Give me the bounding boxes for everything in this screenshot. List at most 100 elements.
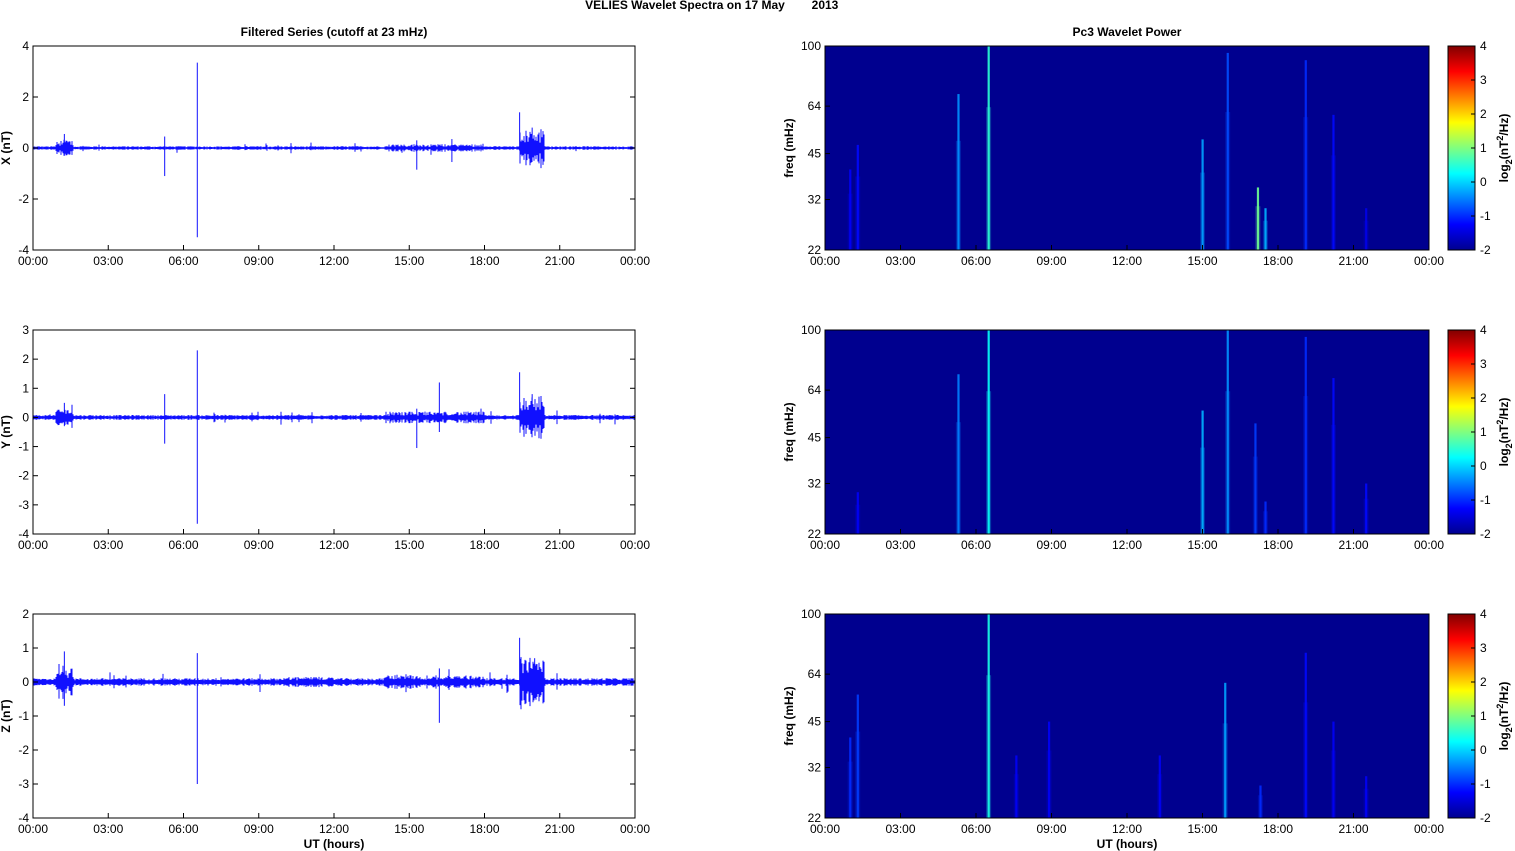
- x-power-power-streak: [849, 169, 852, 250]
- z-power-colorbar-label-part: (nT: [1497, 708, 1511, 727]
- z-power-colorbar-tick-label: -1: [1480, 777, 1491, 791]
- y-power-xtick-label: 18:00: [1263, 538, 1293, 552]
- z-series-xtick-label: 18:00: [469, 822, 499, 836]
- z-power-power-streak: [849, 737, 852, 818]
- z-power-xlabel: UT (hours): [1097, 837, 1158, 851]
- y-power-colorbar-label-part: /Hz): [1497, 398, 1511, 420]
- y-power-xtick-label: 15:00: [1187, 538, 1217, 552]
- z-power-power-streak: [1304, 652, 1307, 818]
- y-power-colorbar-label-part: 2: [1495, 420, 1505, 425]
- x-power-colorbar-label-part: 2: [1495, 136, 1505, 141]
- z-series-panel: -4 -3 -2 -1 0 1 2 00:00 03:00 06:00 09:00 12:00 15:0…: [0, 607, 650, 851]
- x-series-ytick-label: -2: [18, 192, 29, 206]
- z-series-xtick-label: 03:00: [93, 822, 123, 836]
- x-power-colorbar-label-part: (nT: [1497, 140, 1511, 159]
- z-series-ytick-label: 1: [22, 641, 29, 655]
- x-power-xtick-label: 18:00: [1263, 254, 1293, 268]
- y-power-colorbar-tick-label: -2: [1480, 527, 1491, 541]
- x-power-xtick-label: 00:00: [1414, 254, 1444, 268]
- x-power-power-streak-halo: [1303, 117, 1309, 250]
- x-power-colorbar-label-part: 2: [1504, 159, 1514, 164]
- y-power-power-streak-halo: [955, 422, 961, 534]
- x-power-xtick-label: 21:00: [1338, 254, 1368, 268]
- x-power-power-streak: [1201, 139, 1204, 250]
- z-series-ytick-label: -1: [18, 709, 29, 723]
- z-power-power-streak: [1047, 721, 1051, 818]
- y-power-colorbar-tick-label: 1: [1480, 425, 1487, 439]
- y-power-xtick-label: 12:00: [1112, 538, 1142, 552]
- z-power-power-streak-halo: [1222, 723, 1228, 818]
- y-power-ylabel: freq (mHz): [782, 402, 796, 461]
- x-power-colorbar-tick-label: 1: [1480, 141, 1487, 155]
- x-power-power-streak-halo: [1330, 155, 1336, 250]
- y-series-xtick-label: 09:00: [244, 538, 274, 552]
- x-power-xtick-label: 12:00: [1112, 254, 1142, 268]
- y-series-xtick-label: 00:00: [18, 538, 48, 552]
- x-power-colorbar: [1447, 45, 1476, 251]
- z-series-xtick-label: 21:00: [545, 822, 575, 836]
- x-series-panel: -4 -2 0 2 4 00:00 03:00 06:00 09:00 12:00 15:00 18:…: [0, 25, 650, 268]
- x-series-xtick-label: 00:00: [18, 254, 48, 268]
- x-series-title: Filtered Series (cutoff at 23 mHz): [241, 25, 428, 39]
- x-power-colorbar-label-part: log: [1497, 164, 1511, 182]
- x-series-xtick-label: 09:00: [244, 254, 274, 268]
- x-power-power-streak: [987, 46, 990, 250]
- x-power-ytick-label: 32: [808, 193, 822, 207]
- z-power-power-streak: [1332, 721, 1335, 818]
- z-series-ytick-label: -3: [18, 777, 29, 791]
- z-power-colorbar-tick-label: -2: [1480, 811, 1491, 825]
- y-series-ytick-label: -2: [18, 469, 29, 483]
- x-power-ytick-label: 45: [808, 147, 822, 161]
- y-power-ytick-label: 64: [808, 383, 822, 397]
- z-power-power-streak-halo: [1013, 774, 1019, 818]
- y-power-power-streak: [1304, 336, 1307, 534]
- z-power-ytick-label: 100: [801, 607, 821, 621]
- y-power-colorbar-label-part: 2: [1504, 443, 1514, 448]
- y-series-xtick-label: 06:00: [168, 538, 198, 552]
- z-power-power-streak-halo: [847, 761, 853, 818]
- x-power-power-streak: [1226, 52, 1229, 250]
- y-power-xtick-label: 09:00: [1036, 538, 1066, 552]
- x-power-colorbar-label: log2(nT2/Hz): [1495, 114, 1514, 183]
- y-series-ytick-label: -3: [18, 498, 29, 512]
- y-power-power-streak: [1365, 483, 1368, 534]
- z-power-ytick-label: 22: [808, 811, 822, 825]
- y-series-xtick-label: 03:00: [93, 538, 123, 552]
- z-power-colorbar-label-part: log: [1497, 732, 1511, 750]
- z-power-colorbar: [1447, 613, 1476, 819]
- x-power-power-streak: [1304, 60, 1307, 251]
- x-series-xtick-label: 12:00: [319, 254, 349, 268]
- x-power-colorbar-tick-label: -1: [1480, 209, 1491, 223]
- y-power-power-streak-halo: [1262, 511, 1268, 534]
- y-series-panel: -4 -3 -2 -1 0 1 2 3 00:00 03:00 06:00 09:00 12:00 15:…: [0, 323, 650, 552]
- y-power-power-streak-halo: [1303, 396, 1309, 534]
- y-power-colorbar-label-part: log: [1497, 448, 1511, 466]
- x-power-colorbar-tick-label: -2: [1480, 243, 1491, 257]
- y-power-xtick-label: 06:00: [961, 538, 991, 552]
- z-power-power-streak-halo: [1257, 795, 1263, 818]
- z-power-colorbar-tick-label: 3: [1480, 641, 1487, 655]
- z-power-xtick-label: 12:00: [1112, 822, 1142, 836]
- y-power-xtick-label: 00:00: [1414, 538, 1444, 552]
- z-power-power-streak-halo: [1157, 774, 1163, 818]
- x-power-power-streak-halo: [1262, 220, 1268, 250]
- y-series-ytick-label: -1: [18, 440, 29, 454]
- y-power-power-streak: [1201, 410, 1204, 534]
- y-power-power-streak-halo: [855, 504, 861, 534]
- y-power-power-streak-halo: [1330, 424, 1336, 534]
- y-power-colorbar-tick-label: 4: [1480, 323, 1487, 337]
- z-power-colorbar-label-part: /Hz): [1497, 682, 1511, 704]
- y-power-power-streak: [1332, 378, 1335, 534]
- z-power-colorbar-tick-label: 4: [1480, 607, 1487, 621]
- x-power-ytick-label: 22: [808, 243, 822, 257]
- x-power-colorbar-tick-label: 0: [1480, 175, 1487, 189]
- x-power-power-streak: [1365, 208, 1368, 250]
- y-power-power-streak: [987, 330, 990, 534]
- y-power-power-streak: [1264, 501, 1267, 534]
- y-power-power-streak-halo: [986, 391, 992, 534]
- x-power-xtick-label: 09:00: [1036, 254, 1066, 268]
- z-series-xtick-label: 06:00: [168, 822, 198, 836]
- y-power-colorbar-tick-label: -1: [1480, 493, 1491, 507]
- z-power-xtick-label: 21:00: [1338, 822, 1368, 836]
